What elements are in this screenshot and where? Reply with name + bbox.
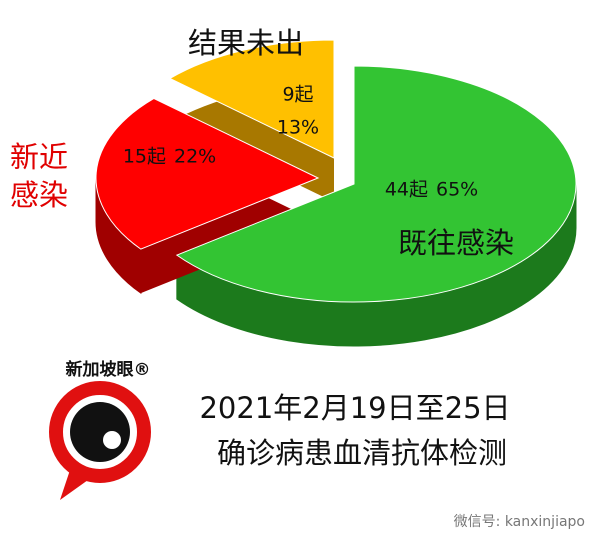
slice — [175, 65, 577, 303]
watermark: 微信号: kanxinjiapo — [454, 514, 585, 530]
category-label: 结果未出 — [188, 26, 305, 60]
subtitle: 确诊病患血清抗体检测 — [217, 436, 507, 470]
logo-pupil — [103, 431, 121, 449]
logo-ring — [49, 381, 151, 483]
value-label: 9起 — [282, 84, 313, 106]
category-label: 新近感染 — [10, 140, 69, 212]
value-label: 15起 — [123, 146, 166, 168]
category-label: 既往感染 — [398, 226, 515, 260]
slice — [168, 39, 335, 159]
share-label: 22% — [174, 146, 216, 168]
subtitle: 2021年2月19日至25日 — [199, 391, 510, 425]
logo-text: 新加坡眼® — [66, 359, 151, 380]
share-label: 65% — [436, 179, 478, 201]
logo-eye — [70, 402, 130, 462]
share-label: 13% — [277, 117, 319, 139]
value-label: 44起 — [385, 179, 428, 201]
pie: 44起 65% 15起 22% 9起 13% — [95, 39, 577, 347]
slice — [95, 97, 320, 250]
logo-tail — [60, 470, 95, 500]
